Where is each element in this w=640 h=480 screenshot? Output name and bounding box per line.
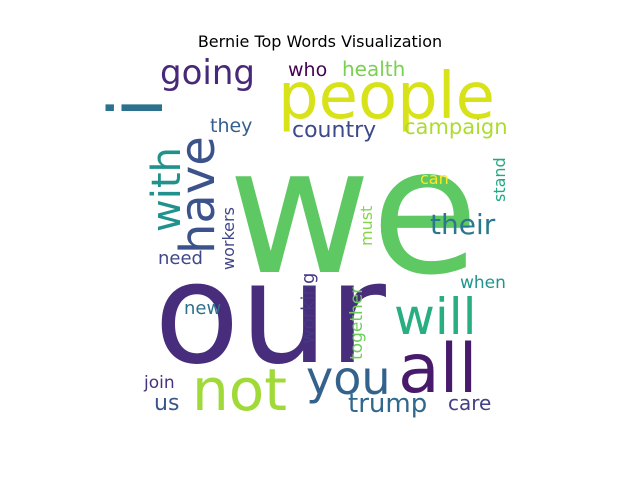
- word-all: all: [398, 330, 477, 409]
- word-together: together: [347, 287, 367, 360]
- word-health: health: [342, 57, 405, 81]
- word-we: we: [228, 111, 479, 314]
- word-care: care: [448, 391, 491, 415]
- word-their: their: [430, 208, 496, 241]
- word-who: who: [288, 59, 327, 81]
- word-our: our: [154, 233, 386, 396]
- word-must: must: [357, 206, 376, 246]
- word-have: have: [170, 136, 226, 254]
- word-working: working: [298, 273, 319, 344]
- word-us: us: [154, 391, 179, 416]
- word-workers: workers: [219, 207, 238, 270]
- word-when: when: [460, 273, 506, 293]
- word-i: i: [94, 97, 180, 118]
- word-you: you: [306, 351, 391, 405]
- word-people: people: [278, 60, 495, 134]
- word-need: need: [158, 248, 203, 269]
- word-not: not: [192, 356, 287, 424]
- word-join: join: [143, 373, 175, 393]
- word-campaign: campaign: [404, 115, 508, 139]
- word-stand: stand: [490, 157, 509, 202]
- word-will: will: [394, 288, 477, 346]
- word-new: new: [184, 298, 221, 319]
- word-with: with: [144, 147, 190, 232]
- word-trump: trump: [348, 389, 427, 419]
- word-they: they: [210, 115, 252, 137]
- word-can: can: [420, 169, 449, 188]
- word-country: country: [292, 118, 376, 143]
- chart-title: Bernie Top Words Visualization: [197, 32, 443, 51]
- word-going: going: [160, 53, 255, 93]
